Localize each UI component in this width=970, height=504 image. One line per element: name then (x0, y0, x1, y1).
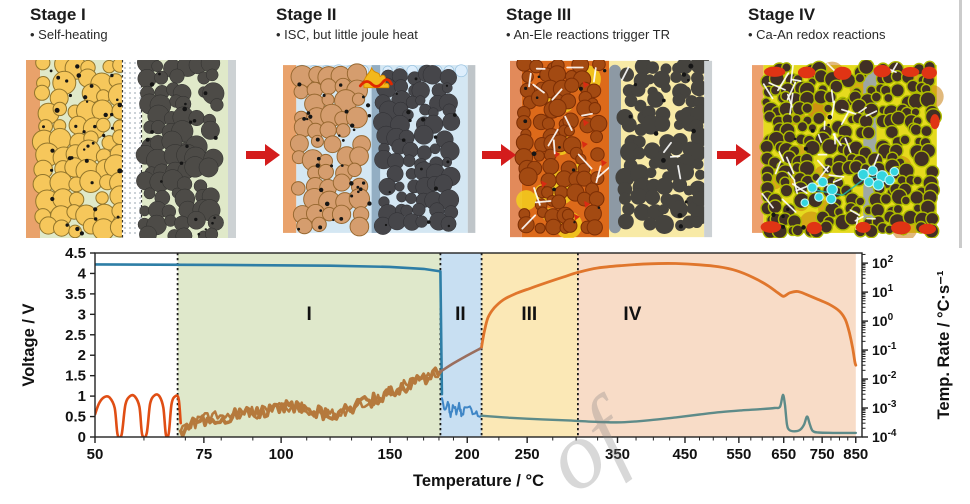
stage-i-cell-diagram (26, 60, 236, 238)
series-rate-main (480, 262, 858, 367)
stage-region-labels: I II III IV (306, 304, 641, 325)
y-left-tick-3: 3 (78, 306, 86, 323)
y-left-tick-2.5: 2.5 (65, 327, 86, 344)
stage-ii-layers (283, 63, 476, 237)
y-left-tick-4: 4 (78, 265, 87, 282)
arrow-stage1-to-2-icon (246, 144, 280, 166)
y-left-tick-4.5: 4.5 (65, 245, 86, 262)
series-rate-stage-I-noisy (179, 369, 442, 433)
x-tick-50: 50 (87, 446, 104, 463)
y-right-tick-1e-3: 10-3 (872, 399, 897, 416)
region-label-IV: IV (623, 304, 641, 325)
x-tick-550: 550 (726, 446, 751, 463)
x-tick-850: 850 (843, 446, 868, 463)
arrow-stage2-to-3-icon (482, 144, 516, 166)
x-tick-650: 650 (771, 446, 796, 463)
arrow-stage3-to-4-icon (717, 144, 751, 166)
x-tick-150: 150 (377, 446, 402, 463)
stage-i-layers (26, 60, 236, 238)
region-label-II: II (455, 304, 466, 325)
chart-series (95, 262, 858, 437)
x-tick-75: 75 (196, 446, 213, 463)
x-axis-label: Temperature / °C (413, 472, 544, 490)
series-voltage-noisy-II (440, 397, 483, 418)
y-right-tick-1e1: 101 (872, 283, 894, 300)
stage-band-I (177, 253, 441, 437)
x-tick-250: 250 (515, 446, 540, 463)
series-voltage-tail (480, 393, 857, 435)
y-right-tick-1e-4: 10-4 (872, 428, 897, 445)
stage-iii-title: Stage III (506, 5, 572, 24)
series-rate-arc-humps (95, 393, 182, 437)
series-rate-stage-II (439, 346, 483, 373)
x-tick-750: 750 (810, 446, 835, 463)
stage-ii-caption: • ISC, but little joule heat (276, 26, 418, 42)
stage-iv-layers (752, 60, 944, 238)
x-tick-350: 350 (605, 446, 630, 463)
stage-iii-cell-diagram (510, 60, 713, 238)
region-label-I: I (306, 304, 311, 325)
page-edge-line (959, 0, 962, 248)
stage-iv-title: Stage IV (748, 5, 816, 24)
flame-icon (358, 66, 393, 89)
stage-ii-title: Stage II (276, 5, 337, 24)
stage-band-IV (577, 253, 856, 437)
y-left-tick-0: 0 (78, 429, 86, 446)
y-left-tick-1.5: 1.5 (65, 368, 86, 385)
y-right-tick-1e-2: 10-2 (872, 370, 897, 387)
stage-iii-layers (510, 60, 713, 238)
y-left-tick-3.5: 3.5 (65, 286, 86, 303)
stage-iv-header: Stage IV • Ca-An redox reactions (748, 5, 886, 42)
y-right-tick-1e2: 102 (872, 254, 894, 271)
stage-i-title: Stage I (30, 5, 86, 24)
stage-ii-header: Stage II • ISC, but little joule heat (276, 5, 418, 42)
stage-iii-caption: • An-Ele reactions trigger TR (506, 26, 670, 42)
y-left-tick-1: 1 (78, 388, 86, 405)
stage-iii-header: Stage III • An-Ele reactions trigger TR (506, 5, 670, 42)
stage-iv-cell-diagram (752, 60, 944, 238)
series-voltage-flat (95, 263, 444, 396)
x-tick-100: 100 (269, 446, 294, 463)
x-tick-450: 450 (672, 446, 697, 463)
stage-band-III (481, 253, 578, 437)
x-tick-200: 200 (455, 446, 480, 463)
y-left-axis-label: Voltage / V (20, 303, 38, 386)
axes: 50 75 100 150 200 250 350 450 550 650 750 850 0 0.5 1 1… (20, 245, 953, 490)
y-right-tick-1e0: 100 (872, 312, 894, 329)
y-left-tick-0.5: 0.5 (65, 409, 86, 426)
region-label-III: III (521, 304, 537, 325)
y-right-axis-label: Temp. Rate / °C·s⁻¹ (935, 271, 953, 420)
stage-iv-caption: • Ca-An redox reactions (748, 26, 886, 42)
y-right-tick-1e-1: 10-1 (872, 341, 897, 358)
y-left-tick-2: 2 (78, 347, 86, 364)
stage-ii-cell-diagram (283, 63, 476, 237)
stage-bands (177, 253, 856, 437)
stage-i-caption: • Self-heating (30, 26, 108, 42)
stage-i-header: Stage I • Self-heating (30, 5, 108, 42)
